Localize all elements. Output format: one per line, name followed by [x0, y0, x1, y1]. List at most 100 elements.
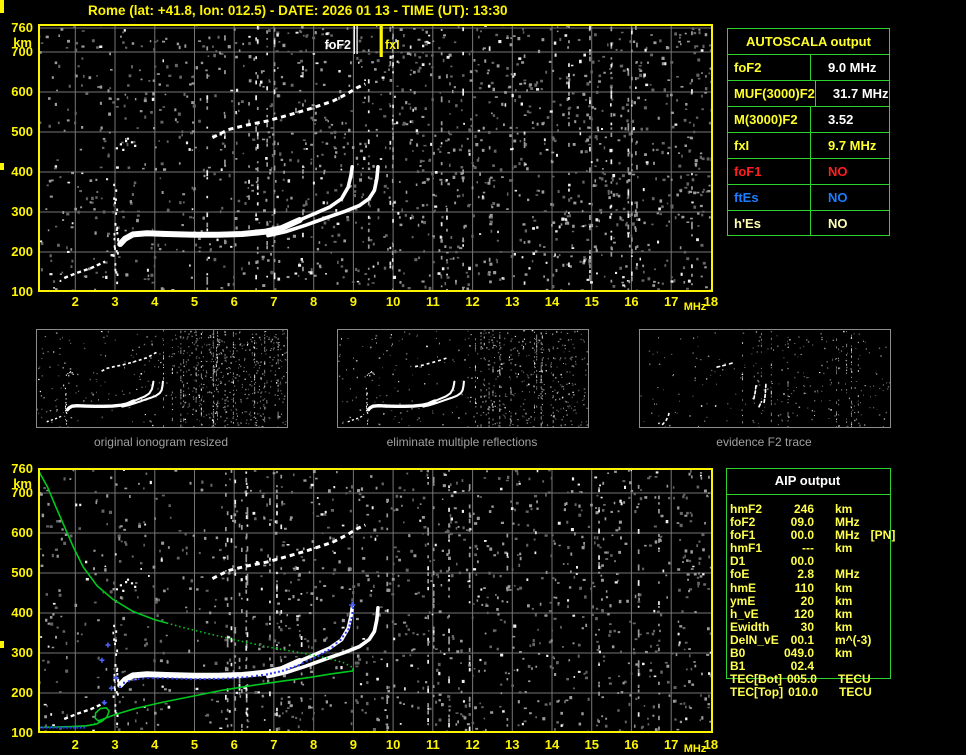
aip-l: TEC[Bot]	[730, 672, 782, 687]
aip-l: D1	[730, 554, 746, 569]
aip-row: h_vE 120 km	[730, 606, 906, 621]
y-axis-tick: 300	[11, 645, 33, 660]
aip-l: foE	[730, 567, 750, 582]
y-axis-tick: 200	[11, 685, 33, 700]
y-axis-tick: 100	[11, 284, 33, 299]
x-axis-unit: MHz	[683, 743, 707, 755]
aip-u: km	[835, 502, 853, 516]
fxi-marker: fxI	[379, 24, 400, 57]
aip-u: km	[835, 593, 853, 608]
autoscala-row: foF2 9.0 MHz	[728, 55, 889, 81]
plot-frame	[38, 468, 713, 733]
autoscala-row: foF1 NO	[728, 159, 889, 185]
autoscala-row-value: NO	[828, 190, 848, 205]
x-axis-tick: 15	[584, 294, 599, 309]
autoscala-row-label: h'Es	[728, 211, 811, 236]
aip-v: 02.4	[790, 659, 814, 674]
x-axis-tick: 7	[270, 294, 278, 309]
aip-v: 00.0	[790, 554, 814, 569]
thumbnail-caption: evidence F2 trace	[716, 435, 812, 449]
autoscala-row-value: NO	[828, 164, 848, 179]
aip-v: 005.0	[786, 672, 817, 687]
x-axis-tick: 12	[465, 294, 480, 309]
x-axis-tick: 6	[230, 737, 238, 752]
x-axis-tick: 14	[544, 737, 560, 752]
autoscala-row: h'Es NO	[728, 211, 889, 236]
aip-u: km	[835, 541, 853, 556]
aip-v: 09.0	[790, 515, 814, 530]
aip-u: MHz	[835, 528, 860, 543]
thumbnail-original-ionogram	[36, 329, 288, 428]
x-axis-tick: 2	[71, 294, 79, 309]
thumbnail-caption: original ionogram resized	[93, 435, 229, 449]
aip-v: 120	[793, 606, 814, 621]
aip-l: hmF2	[730, 502, 763, 516]
y-axis-tick: 400	[11, 605, 33, 620]
x-axis-tick: 9	[349, 294, 357, 309]
aip-u: MHz	[835, 567, 860, 582]
ionogram-bottom-plot	[38, 468, 713, 733]
aip-v: 00.1	[790, 632, 814, 647]
aip-row: DelN_vE 00.1 m^(-3)	[730, 632, 906, 647]
aip-l: h_vE	[730, 606, 759, 621]
x-axis-tick: 18	[703, 737, 719, 752]
x-axis-tick: 4	[151, 737, 159, 752]
edge-artifact	[0, 641, 4, 648]
y-axis-tick: 700	[11, 44, 33, 59]
aip-row: TEC[Top] 010.0 TECU	[730, 686, 906, 699]
aip-x: [PN]	[870, 528, 896, 543]
aip-l: ymE	[730, 593, 756, 608]
autoscala-row: MUF(3000)F2 31.7 MHz	[728, 81, 889, 107]
aip-row: hmF1 --- km	[730, 542, 906, 555]
aip-table: AIP output hmF2 246 km foF2 09.0 MHz foF1 00.0 M…	[726, 468, 906, 706]
aip-u: km	[835, 606, 853, 621]
fof2-marker-label: foF2	[325, 38, 351, 52]
y-axis-unit: km	[13, 476, 32, 491]
x-axis-tick: 16	[624, 737, 639, 752]
y-axis-tick: 500	[11, 565, 33, 580]
autoscala-row-label: fxI	[728, 133, 811, 158]
x-axis-unit: MHz	[683, 301, 707, 313]
thumbnail-eliminate-reflections	[337, 329, 589, 428]
x-axis-tick: 17	[663, 294, 679, 309]
aip-u: TECU	[839, 685, 872, 700]
autoscala-table-title: AUTOSCALA output	[728, 29, 889, 55]
y-axis-tick: 300	[11, 204, 33, 219]
ionogram-canvas	[38, 24, 713, 292]
x-axis-tick: 9	[349, 737, 357, 752]
aip-v: 2.8	[797, 567, 814, 582]
x-axis-tick: 11	[425, 294, 440, 309]
edge-artifact	[0, 0, 4, 13]
aip-l: B0	[730, 646, 746, 661]
aip-row: Ewidth 30 km	[730, 620, 906, 634]
autoscala-row-label: M(3000)F2	[728, 107, 811, 132]
x-axis-tick: 11	[425, 737, 440, 752]
x-axis-tick: 2	[71, 737, 79, 752]
y-axis-tick: 500	[11, 124, 33, 139]
autoscala-row: M(3000)F2 3.52	[728, 107, 889, 133]
x-axis-tick: 10	[385, 737, 401, 752]
aip-v: 246	[793, 502, 814, 516]
aip-l: foF2	[730, 515, 756, 530]
aip-u: TECU	[837, 672, 871, 687]
autoscala-row-value: 3.52	[828, 112, 854, 127]
aip-row: D1 00.0	[730, 555, 906, 568]
aip-row: foE 2.8 MHz	[730, 568, 906, 581]
autoscala-row-value: NO	[828, 216, 848, 231]
autoscala-row-value: 31.7 MHz	[832, 86, 889, 101]
fxi-marker-label: fxI	[385, 38, 400, 52]
autoscala-row: fxI 9.7 MHz	[728, 133, 889, 159]
aip-l: B1	[730, 659, 746, 674]
x-axis-tick: 5	[190, 737, 199, 752]
autoscala-row-label: ftEs	[728, 185, 811, 210]
aip-v: 20	[800, 593, 814, 608]
fof2-marker: foF2	[325, 24, 358, 54]
x-axis-tick: 13	[505, 737, 520, 752]
aip-row: B1 02.4	[730, 660, 906, 673]
y-axis-tick: 700	[11, 485, 33, 500]
aip-v: 010.0	[788, 685, 819, 700]
x-axis-tick: 15	[584, 737, 599, 752]
y-axis-tick: 760	[11, 20, 33, 35]
x-axis-tick: 12	[465, 737, 480, 752]
